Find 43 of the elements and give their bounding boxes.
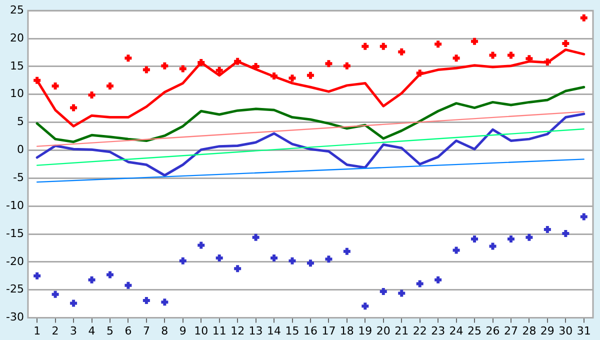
y-tick-label: -10 <box>6 198 24 212</box>
x-tick-label: 21 <box>394 324 409 338</box>
x-tick-label: 2 <box>52 324 59 338</box>
x-tick-label: 29 <box>540 324 554 338</box>
x-tick-label: 24 <box>449 324 464 338</box>
x-tick-label: 12 <box>230 324 245 338</box>
x-tick-label: 19 <box>358 324 372 338</box>
x-tick-label: 31 <box>576 324 591 338</box>
y-tick-label: -20 <box>6 254 24 268</box>
x-tick-label: 28 <box>522 324 536 338</box>
x-tick-label: 25 <box>468 324 482 338</box>
y-tick-label: 0 <box>16 143 24 156</box>
y-tick-label: 10 <box>10 87 24 100</box>
x-tick-label: 5 <box>106 324 114 338</box>
x-tick-label: 16 <box>303 324 318 338</box>
x-tick-label: 15 <box>285 324 300 338</box>
x-tick-label: 8 <box>161 324 168 338</box>
x-tick-label: 3 <box>70 324 78 338</box>
x-tick-label: 14 <box>267 324 282 338</box>
x-tick-label: 9 <box>179 324 186 338</box>
x-tick-label: 20 <box>376 324 390 338</box>
y-tick-label: -25 <box>6 282 24 296</box>
x-tick-label: 18 <box>340 324 354 338</box>
x-tick-label: 13 <box>248 324 263 338</box>
x-tick-label: 30 <box>558 324 573 338</box>
y-tick-label: -15 <box>6 226 24 240</box>
x-tick-label: 1 <box>34 324 41 338</box>
x-tick-label: 26 <box>486 324 500 338</box>
y-tick-label: 25 <box>10 3 24 16</box>
x-tick-label: 11 <box>212 324 226 338</box>
x-tick-label: 22 <box>412 324 427 338</box>
x-tick-label: 7 <box>142 324 150 338</box>
y-tick-label: -5 <box>13 171 24 184</box>
x-tick-label: 27 <box>504 324 518 338</box>
y-tick-label: 20 <box>10 31 24 44</box>
x-tick-label: 17 <box>322 324 336 338</box>
x-tick-label: 23 <box>431 324 446 338</box>
y-tick-label: 15 <box>10 59 24 72</box>
y-tick-label: 5 <box>16 115 24 128</box>
x-tick-label: 6 <box>124 324 132 338</box>
x-tick-label: 4 <box>88 324 96 338</box>
y-tick-label: -30 <box>6 310 24 324</box>
x-tick-label: 10 <box>194 324 208 338</box>
